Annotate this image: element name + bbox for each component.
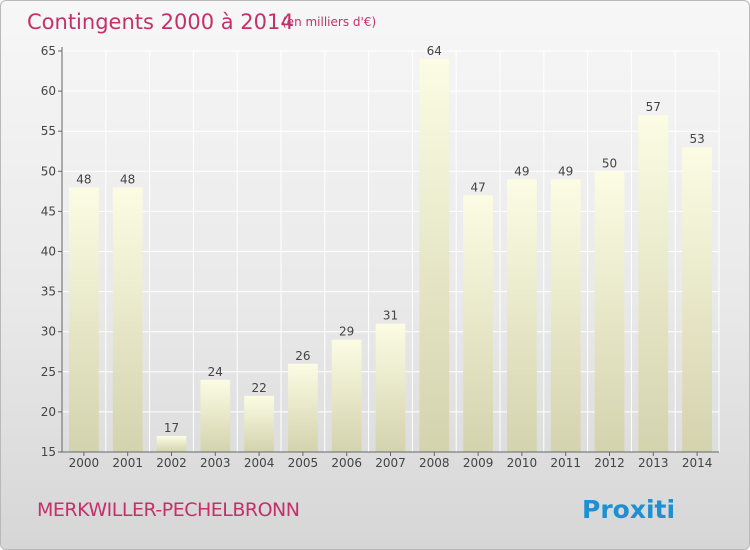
x-tick-label: 2011 — [550, 456, 581, 470]
x-tick-label: 2003 — [200, 456, 231, 470]
bar-value-label: 48 — [120, 172, 135, 186]
y-tick-label: 65 — [41, 44, 56, 58]
x-tick-label: 2002 — [156, 456, 187, 470]
bar-2003 — [200, 379, 231, 452]
bar-2002 — [156, 435, 187, 452]
bar-2004 — [244, 395, 274, 452]
bar-value-label: 17 — [164, 421, 179, 435]
x-tick-label: 2001 — [112, 456, 143, 470]
bar-2008 — [419, 59, 450, 453]
y-tick-label: 30 — [41, 325, 56, 339]
bar-value-label: 49 — [514, 164, 529, 178]
y-tick-label: 50 — [41, 164, 56, 178]
x-tick-label: 2008 — [419, 456, 450, 470]
x-tick-label: 2005 — [288, 456, 319, 470]
x-tick-label: 2009 — [463, 456, 494, 470]
axes: 15 20 25 30 35 40 45 50 55 60 65 2000 2001 2002 2003 20… — [41, 44, 719, 470]
bar-value-label: 50 — [602, 156, 617, 170]
y-tick-label: 25 — [41, 365, 56, 379]
bar-2014 — [682, 147, 712, 453]
y-tick-label: 45 — [41, 204, 56, 218]
bar-2009 — [463, 195, 493, 453]
x-tick-label: 2014 — [682, 456, 713, 470]
x-tick-label: 2013 — [638, 456, 669, 470]
bar-value-label: 64 — [427, 44, 442, 58]
y-tick-label: 40 — [41, 245, 56, 259]
y-tick-label: 35 — [41, 285, 56, 299]
bar-value-label: 31 — [383, 309, 398, 323]
y-tick-label: 60 — [41, 84, 56, 98]
bar-value-label: 49 — [558, 164, 573, 178]
bar-value-label: 24 — [208, 365, 223, 379]
bar-2007 — [375, 323, 406, 452]
commune-name: MERKWILLER-PECHELBRONN — [37, 499, 299, 521]
chart-title: Contingents 2000 à 2014 — [27, 10, 294, 34]
y-tick-label: 20 — [41, 405, 56, 419]
x-tick-label: 2012 — [594, 456, 625, 470]
bar-value-label: 47 — [470, 180, 485, 194]
x-tick-label: 2006 — [331, 456, 362, 470]
chart-subtitle: (en milliers d'€) — [282, 15, 376, 29]
bar-2006 — [331, 339, 362, 452]
bar-value-label: 29 — [339, 325, 354, 339]
y-tick-label: 55 — [41, 124, 56, 138]
bar-2012 — [594, 171, 625, 453]
x-tick-label: 2000 — [69, 456, 100, 470]
bar-2010 — [507, 179, 537, 452]
bar-2013 — [638, 115, 669, 452]
x-tick-label: 2007 — [375, 456, 406, 470]
bar-2001 — [112, 187, 143, 452]
bar-2005 — [288, 363, 318, 452]
bars: 48 48 17 24 22 26 29 31 64 47 49 49 50 57 53 — [69, 44, 712, 453]
proxiti-logo: Proxiti — [582, 495, 675, 524]
bar-2000 — [69, 187, 99, 452]
bar-value-label: 48 — [76, 172, 91, 186]
bar-value-label: 22 — [251, 381, 266, 395]
bar-2011 — [550, 179, 581, 452]
brand-logo: Proxiti — [582, 495, 675, 524]
y-tick-label: 15 — [41, 445, 56, 459]
bar-value-label: 53 — [689, 132, 704, 146]
bar-value-label: 57 — [646, 100, 661, 114]
x-tick-label: 2004 — [244, 456, 275, 470]
x-tick-label: 2010 — [507, 456, 538, 470]
bar-value-label: 26 — [295, 349, 310, 363]
